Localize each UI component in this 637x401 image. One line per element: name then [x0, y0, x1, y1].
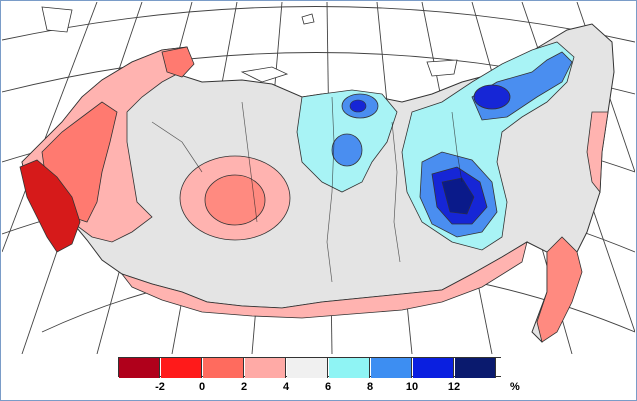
arctic-islands — [41, 6, 458, 83]
west-dark-red — [19, 159, 81, 253]
center-mid-red — [204, 174, 266, 226]
legend-swatch — [161, 358, 202, 378]
legend-swatch — [371, 358, 412, 378]
legend-tick: 8 — [366, 381, 374, 393]
chukotka-darkblue — [473, 84, 511, 110]
legend-swatch — [245, 358, 286, 378]
legend-tick: 6 — [324, 381, 332, 393]
legend-tick: 0 — [198, 381, 206, 393]
rivers — [151, 96, 463, 283]
legend-unit: % — [510, 381, 520, 393]
yakutia-navy — [441, 177, 475, 215]
east-red — [536, 236, 583, 343]
legend-tick: 4 — [282, 381, 290, 393]
legend-swatch — [287, 358, 328, 378]
kamchatka-light-red — [586, 111, 609, 194]
color-legend: -2 0 2 4 6 8 10 12 % — [118, 357, 538, 397]
south-light-red — [120, 241, 528, 319]
legend-swatch — [413, 358, 454, 378]
legend-tick: 12 — [447, 381, 461, 393]
legend-swatch — [455, 358, 496, 378]
taimyr-blue-1-core — [349, 99, 367, 113]
legend-tick: -2 — [155, 381, 165, 393]
legend-swatch — [203, 358, 244, 378]
legend-swatch — [329, 358, 370, 378]
legend-tick: 10 — [405, 381, 419, 393]
taimyr-blue-2 — [331, 133, 363, 167]
change-map — [2, 2, 635, 354]
legend-tick: 2 — [240, 381, 248, 393]
legend-swatch — [119, 358, 160, 378]
kola-red — [161, 46, 195, 78]
legend-swatches — [118, 357, 501, 378]
